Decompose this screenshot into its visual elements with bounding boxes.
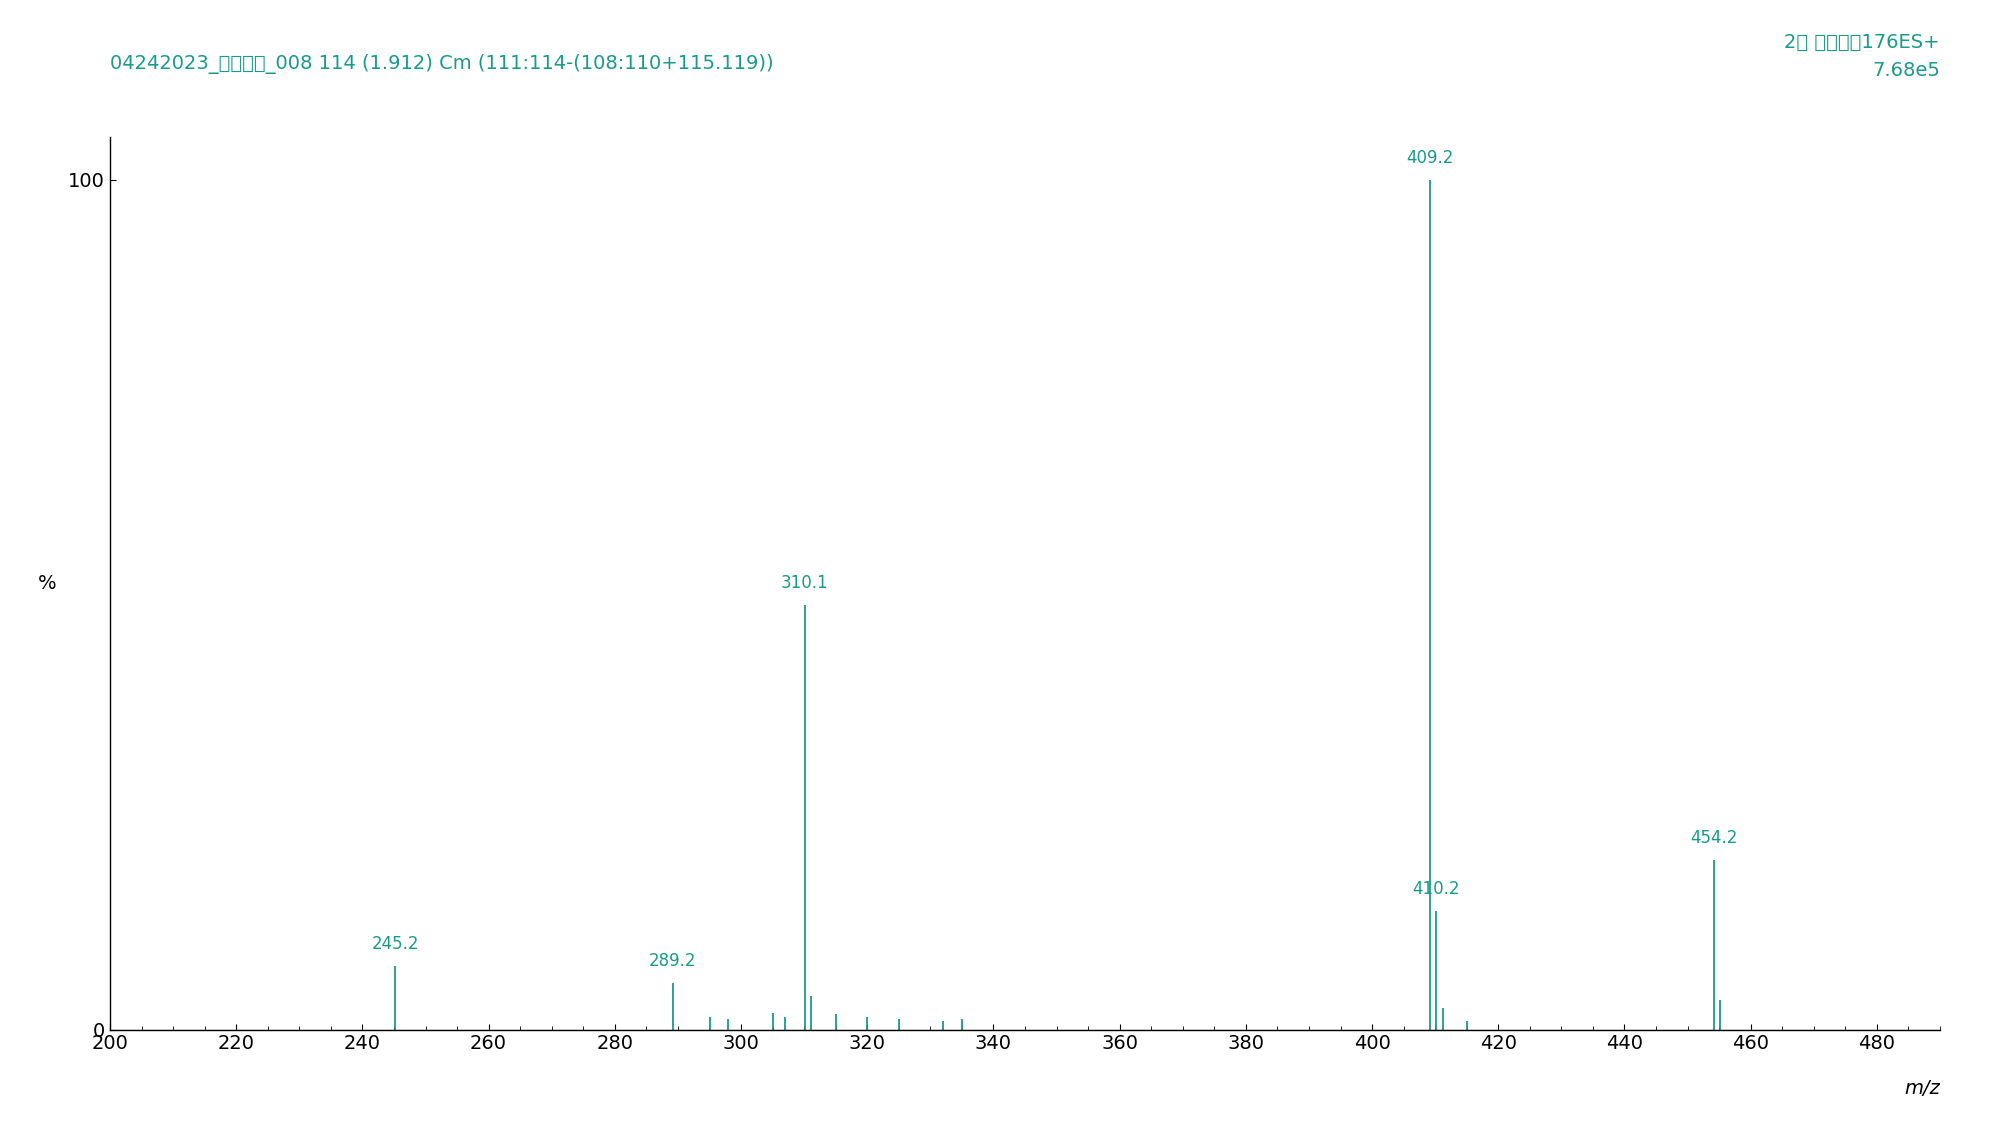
Text: 409.2: 409.2 (1406, 149, 1454, 167)
Text: 289.2: 289.2 (650, 952, 696, 970)
Text: 310.1: 310.1 (780, 574, 828, 591)
Text: 2： 中性丢失176ES+: 2： 中性丢失176ES+ (1784, 32, 1940, 51)
Text: 245.2: 245.2 (372, 935, 418, 953)
Text: 454.2: 454.2 (1690, 829, 1738, 847)
Text: 7.68e5: 7.68e5 (1872, 61, 1940, 80)
Text: 410.2: 410.2 (1412, 880, 1460, 898)
Text: m/z: m/z (1904, 1079, 1940, 1098)
Y-axis label: %: % (38, 574, 56, 593)
Text: 04242023_美沙吴林_008 114 (1.912) Cm (111:114-(108:110+115.119)): 04242023_美沙吴林_008 114 (1.912) Cm (111:11… (110, 55, 774, 74)
